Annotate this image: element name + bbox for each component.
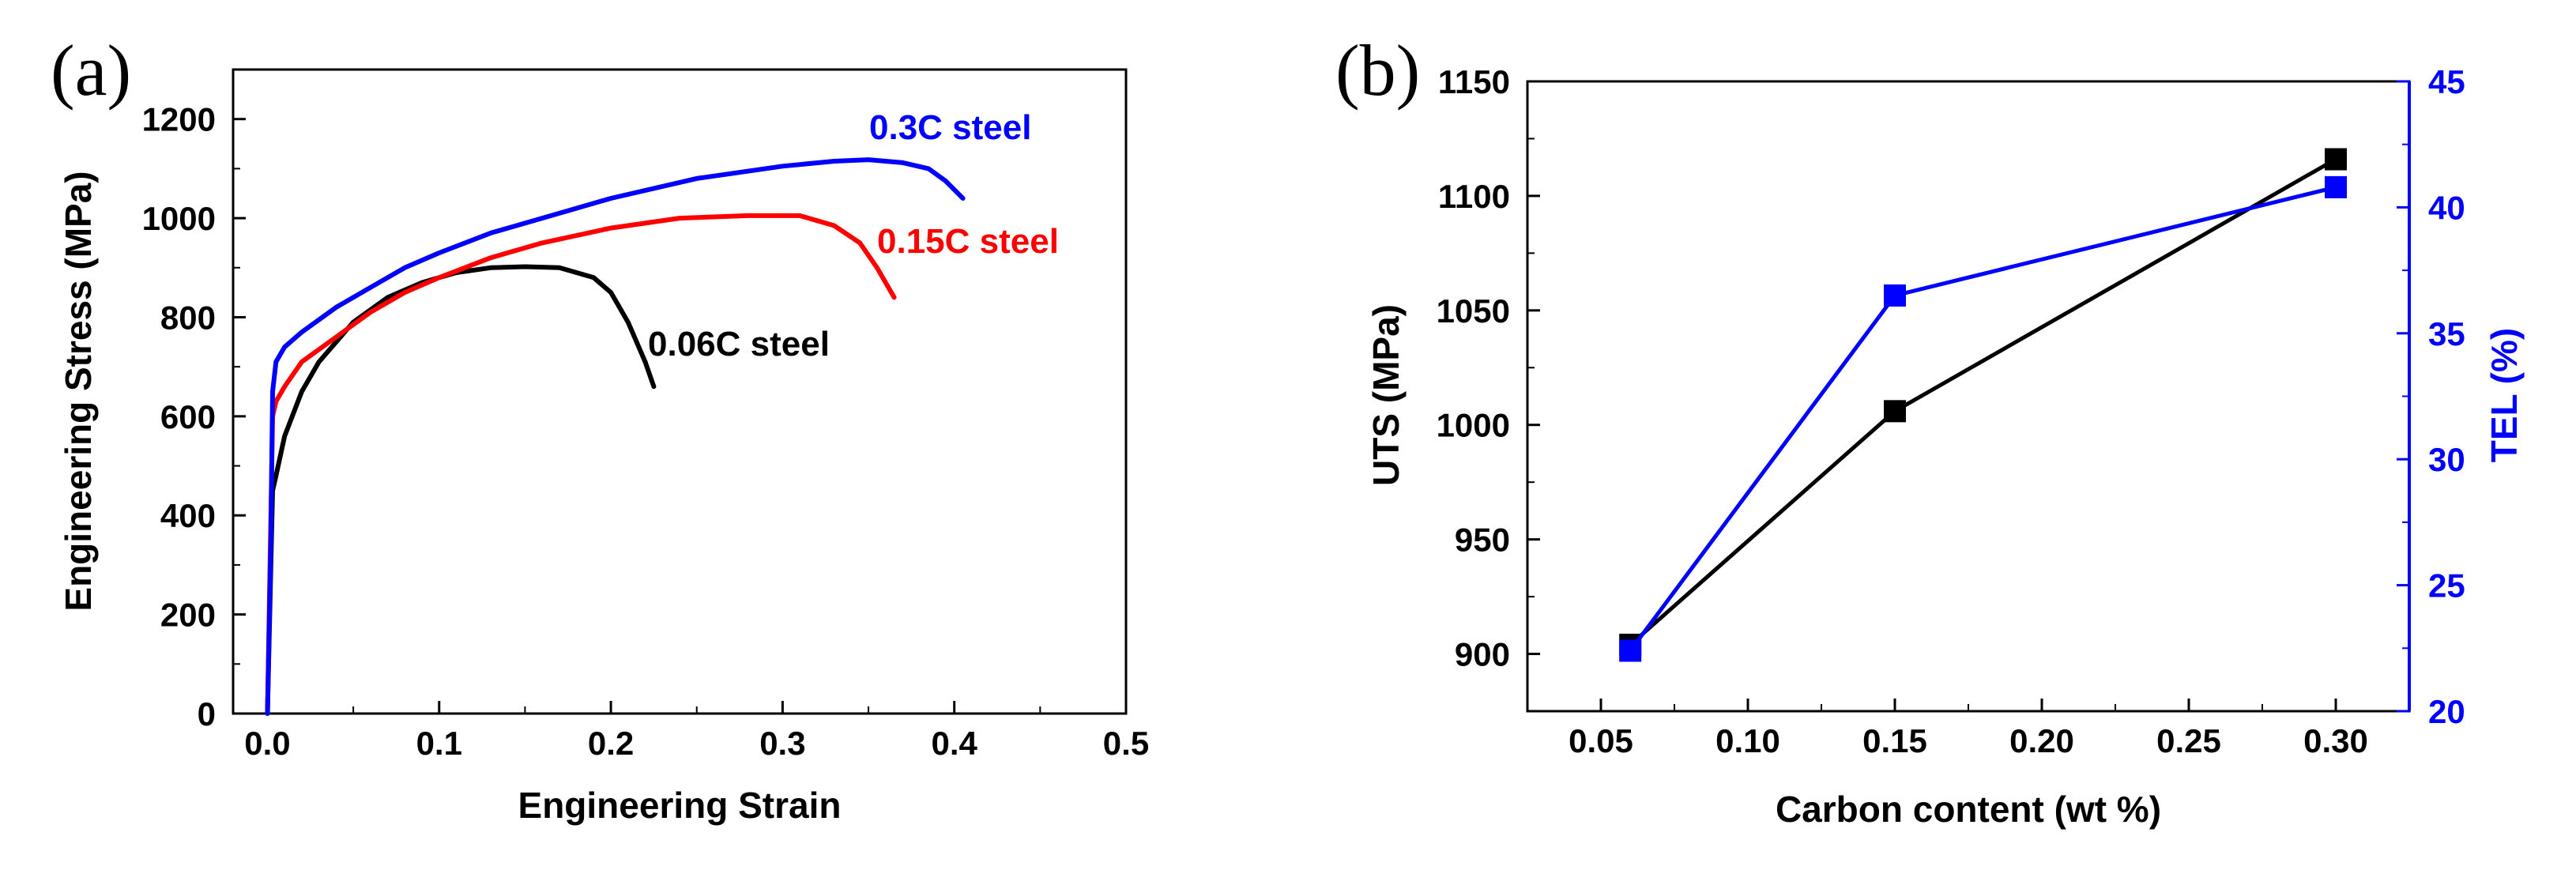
panel-b-label: (b) [1335, 30, 1420, 111]
panel-a-plot-frame [232, 68, 1128, 715]
y-tick-label: 1000 [142, 200, 216, 237]
panel-b-right-y-axis-title: TEL (%) [2484, 328, 2525, 462]
y-tick-label: 400 [160, 497, 216, 534]
data-marker-tel [1884, 284, 1906, 307]
y-tick-label: 200 [160, 597, 216, 634]
panel-a: (a) 0.0 0.1 0.2 0.3 0.4 0.5 0 200 400 600 800 1000… [51, 30, 1149, 826]
curve-label-0.06c: 0.06C steel [648, 325, 830, 363]
data-marker-tel [2325, 175, 2347, 198]
panel-a-x-axis-title: Engineering Strain [518, 785, 842, 826]
panel-b-right-y-axis: 20 25 30 35 40 45 [2397, 63, 2465, 730]
panel-a-y-axis-title: Engineering Stress (MPa) [58, 171, 99, 611]
x-tick-label: 0.2 [588, 725, 634, 762]
y-tick-label: 1100 [1438, 178, 1510, 215]
x-tick-label: 0.4 [931, 725, 977, 762]
x-tick-label: 0.05 [1569, 722, 1633, 759]
y-tick-label: 800 [160, 299, 216, 336]
panel-b: (b) 0.05 0.10 0.15 0.20 0.25 0.30 900 950 1000 1… [1335, 30, 2525, 830]
panel-a-curves [265, 157, 966, 716]
y-tick-label: 900 [1455, 636, 1510, 673]
curve-label-0.3c: 0.3C steel [869, 108, 1031, 147]
y-tick-label: 950 [1455, 522, 1510, 559]
curve-0.3c-steel [265, 157, 966, 716]
y-tick-label: 0 [198, 695, 216, 733]
x-tick-label: 0.25 [2156, 722, 2221, 759]
x-tick-label: 0.10 [1715, 722, 1780, 759]
y-tick-label: 1000 [1437, 407, 1510, 444]
x-tick-label: 0.5 [1103, 725, 1149, 762]
panel-a-x-axis: 0.0 0.1 0.2 0.3 0.4 0.5 [244, 701, 1149, 762]
panel-a-y-axis: 0 200 400 600 800 1000 1200 [142, 101, 246, 733]
panel-a-label: (a) [51, 30, 131, 111]
x-tick-label: 0.15 [1862, 722, 1927, 759]
series-line-uts [1629, 157, 2337, 646]
x-tick-label: 0.1 [416, 725, 462, 762]
panel-b-left-y-axis: 900 950 1000 1050 1100 1150 [1437, 63, 1540, 673]
y-tick-label: 1150 [1438, 63, 1510, 100]
y2-tick-label: 40 [2428, 189, 2465, 226]
y-tick-label: 600 [160, 398, 216, 435]
series-line-tel [1629, 185, 2337, 652]
y2-tick-label: 20 [2428, 693, 2465, 730]
y2-tick-label: 30 [2428, 441, 2465, 478]
panel-b-x-axis: 0.05 0.10 0.15 0.20 0.25 0.30 [1569, 699, 2368, 759]
panel-b-series [1619, 148, 2347, 662]
x-tick-label: 0.20 [2009, 722, 2074, 759]
data-marker-uts [1884, 400, 1906, 423]
y-tick-label: 1050 [1437, 292, 1510, 330]
x-tick-label: 0.3 [759, 725, 805, 762]
data-marker-tel [1619, 639, 1642, 662]
curve-0.06c-steel [265, 264, 657, 716]
y2-tick-label: 45 [2428, 63, 2465, 100]
curve-label-0.15c: 0.15C steel [877, 222, 1059, 261]
y2-tick-label: 35 [2428, 315, 2465, 352]
data-marker-uts [2325, 148, 2347, 171]
y-tick-label: 1200 [142, 101, 216, 138]
y2-tick-label: 25 [2428, 567, 2465, 604]
panel-b-x-axis-title: Carbon content (wt %) [1776, 789, 2161, 830]
panel-b-left-y-axis-title: UTS (MPa) [1365, 304, 1407, 486]
x-tick-label: 0.0 [244, 725, 290, 762]
x-tick-label: 0.30 [2303, 722, 2368, 759]
curve-0.15c-steel [265, 213, 897, 716]
